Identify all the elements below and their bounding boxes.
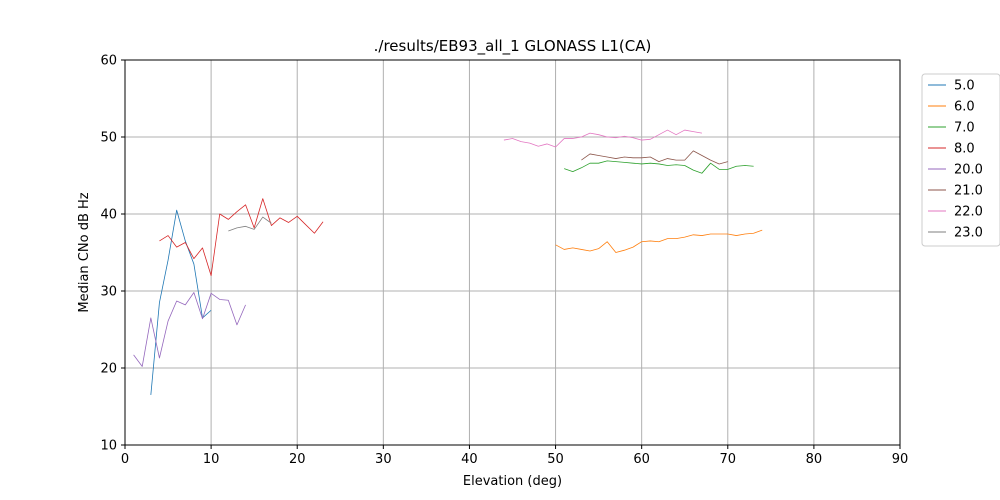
y-tick-label: 40 — [100, 208, 117, 223]
legend-entry-label: 21.0 — [954, 184, 983, 199]
legend-entry-label: 8.0 — [954, 142, 975, 157]
y-tick-label: 30 — [100, 285, 117, 300]
series-lines — [133, 129, 763, 395]
series-line-23-0 — [228, 216, 272, 232]
series-line-22-0 — [503, 129, 703, 148]
plot-frame — [124, 59, 901, 446]
y-tick-label: 10 — [100, 439, 117, 454]
legend-entry-label: 6.0 — [954, 100, 975, 115]
legend-entry-label: 22.0 — [954, 205, 983, 220]
series-line-5-0 — [150, 209, 212, 395]
x-tick-label: 70 — [720, 452, 737, 467]
x-tick-label: 30 — [375, 452, 392, 467]
axis-ticks: 0 10 20 30 40 50 60 70 80 90 10 20 30 40 50 60 — [100, 54, 908, 468]
y-tick-label: 20 — [100, 362, 117, 377]
series-line-21-0 — [581, 150, 728, 165]
series-line-7-0 — [564, 160, 754, 174]
x-axis-label: Elevation (deg) — [463, 474, 562, 489]
series-line-20-0 — [133, 292, 246, 367]
legend-entry-label: 7.0 — [954, 121, 975, 136]
x-tick-label: 80 — [806, 452, 823, 467]
legend-box — [921, 73, 1000, 247]
x-tick-label: 90 — [892, 452, 909, 467]
x-tick-label: 20 — [289, 452, 306, 467]
chart-title: ./results/EB93_all_1 GLONASS L1(CA) — [374, 37, 652, 56]
x-tick-label: 40 — [461, 452, 478, 467]
y-axis-label: Median CNo dB Hz — [77, 192, 92, 312]
x-tick-label: 60 — [633, 452, 650, 467]
y-tick-label: 60 — [100, 54, 117, 69]
x-tick-label: 10 — [203, 452, 220, 467]
legend-entry-label: 5.0 — [954, 79, 975, 94]
series-line-6-0 — [555, 229, 763, 253]
series-line-8-0 — [159, 198, 324, 277]
legend-entry-label: 23.0 — [954, 226, 983, 241]
x-tick-label: 50 — [547, 452, 564, 467]
y-tick-label: 50 — [100, 131, 117, 146]
x-tick-label: 0 — [121, 452, 129, 467]
legend: 5.0 6.0 7.0 8.0 20.0 21.0 22.0 23.0 — [921, 73, 1000, 247]
legend-entry-label: 20.0 — [954, 163, 983, 178]
